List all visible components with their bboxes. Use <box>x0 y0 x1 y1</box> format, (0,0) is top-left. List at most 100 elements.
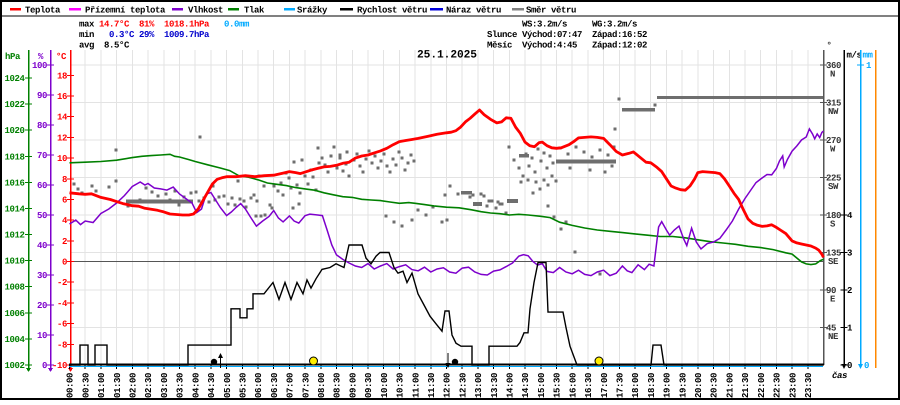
svg-text:18:00: 18:00 <box>631 373 641 398</box>
svg-text:16:30: 16:30 <box>584 373 594 398</box>
svg-text:2: 2 <box>62 237 67 247</box>
svg-text:%: % <box>38 52 44 62</box>
svg-text:09:30: 09:30 <box>364 373 374 398</box>
svg-text:40: 40 <box>37 241 47 251</box>
svg-text:22:30: 22:30 <box>773 373 783 398</box>
svg-text:01:30: 01:30 <box>113 373 123 398</box>
svg-text:21:30: 21:30 <box>741 373 751 398</box>
svg-text:0: 0 <box>847 361 852 371</box>
svg-text:180: 180 <box>826 211 841 221</box>
svg-text:max: max <box>79 20 95 30</box>
svg-text:315: 315 <box>826 99 841 109</box>
svg-text:WS:3.2m/s: WS:3.2m/s <box>522 20 567 30</box>
svg-text:14:30: 14:30 <box>521 373 531 398</box>
svg-text:NW: NW <box>828 107 839 117</box>
svg-text:avg: avg <box>79 41 94 51</box>
svg-text:Západ:16:52: Západ:16:52 <box>592 30 647 40</box>
svg-text:15:00: 15:00 <box>537 373 547 398</box>
svg-text:08:30: 08:30 <box>333 373 343 398</box>
svg-text:14: 14 <box>57 113 68 123</box>
svg-text:05:00: 05:00 <box>223 373 233 398</box>
svg-text:1018: 1018 <box>4 152 24 162</box>
svg-text:07:00: 07:00 <box>286 373 296 398</box>
svg-text:Náraz větru: Náraz větru <box>446 6 501 16</box>
svg-text:1012: 1012 <box>4 231 24 241</box>
svg-text:E: E <box>830 295 836 305</box>
svg-text:Přízemní teplota: Přízemní teplota <box>85 6 166 16</box>
svg-text:90: 90 <box>37 91 47 101</box>
svg-text:Východ:4:45: Východ:4:45 <box>522 41 577 51</box>
svg-text:03:00: 03:00 <box>160 373 170 398</box>
svg-text:23:30: 23:30 <box>804 373 814 398</box>
svg-text:17:00: 17:00 <box>600 373 610 398</box>
svg-text:360: 360 <box>826 61 841 71</box>
svg-text:8.5°C: 8.5°C <box>104 41 130 51</box>
svg-text:1002: 1002 <box>4 361 24 371</box>
svg-text:S: S <box>830 220 836 230</box>
svg-text:čas: čas <box>832 371 847 381</box>
svg-text:20: 20 <box>37 301 47 311</box>
svg-text:°: ° <box>827 41 832 51</box>
svg-text:225: 225 <box>826 174 841 184</box>
svg-text:14.7°C: 14.7°C <box>99 20 130 30</box>
svg-text:Vlhkost: Vlhkost <box>188 6 223 16</box>
svg-text:70: 70 <box>37 151 47 161</box>
svg-text:02:30: 02:30 <box>144 373 154 398</box>
svg-text:1004: 1004 <box>4 335 25 345</box>
svg-text:-4: -4 <box>57 299 68 309</box>
svg-text:13:30: 13:30 <box>490 373 500 398</box>
svg-text:10: 10 <box>37 331 47 341</box>
svg-text:2: 2 <box>847 286 852 296</box>
svg-text:1: 1 <box>866 61 872 71</box>
svg-text:20:30: 20:30 <box>710 373 720 398</box>
svg-text:100: 100 <box>32 61 47 71</box>
svg-text:1022: 1022 <box>4 100 24 110</box>
svg-text:12: 12 <box>57 133 67 143</box>
svg-text:16:00: 16:00 <box>568 373 578 398</box>
svg-text:07:30: 07:30 <box>301 373 311 398</box>
svg-text:3: 3 <box>847 249 852 259</box>
svg-text:19:00: 19:00 <box>663 373 673 398</box>
svg-text:4: 4 <box>62 216 68 226</box>
svg-text:18: 18 <box>57 71 67 81</box>
svg-text:12:00: 12:00 <box>443 373 453 398</box>
svg-text:Rychlost větru: Rychlost větru <box>357 6 427 16</box>
svg-text:90: 90 <box>826 286 836 296</box>
svg-text:0: 0 <box>62 258 67 268</box>
svg-text:-2: -2 <box>57 278 67 288</box>
svg-text:1006: 1006 <box>4 309 24 319</box>
svg-text:80: 80 <box>37 121 47 131</box>
svg-text:-10: -10 <box>52 361 67 371</box>
svg-text:1016: 1016 <box>4 178 24 188</box>
svg-text:16: 16 <box>57 92 67 102</box>
svg-text:N: N <box>830 70 835 80</box>
svg-text:8: 8 <box>62 175 67 185</box>
svg-text:10: 10 <box>57 154 67 164</box>
svg-text:21:00: 21:00 <box>726 373 736 398</box>
svg-text:SE: SE <box>828 257 839 267</box>
svg-text:00:30: 00:30 <box>81 373 91 398</box>
svg-text:m/s: m/s <box>847 51 862 61</box>
svg-text:0: 0 <box>42 361 47 371</box>
svg-text:Měsíc: Měsíc <box>487 41 512 51</box>
svg-text:mm: mm <box>863 51 874 61</box>
svg-text:1014: 1014 <box>4 205 25 215</box>
svg-text:Směr větru: Směr větru <box>526 6 576 16</box>
svg-text:09:00: 09:00 <box>349 373 359 398</box>
svg-text:29%: 29% <box>139 30 155 40</box>
svg-text:15:30: 15:30 <box>553 373 563 398</box>
svg-text:30: 30 <box>37 271 47 281</box>
svg-text:04:00: 04:00 <box>191 373 201 398</box>
svg-text:50: 50 <box>37 211 47 221</box>
svg-text:0: 0 <box>864 361 869 371</box>
svg-text:Západ:12:02: Západ:12:02 <box>592 41 647 51</box>
svg-text:12:30: 12:30 <box>458 373 468 398</box>
svg-text:135: 135 <box>826 249 841 259</box>
svg-text:06:30: 06:30 <box>270 373 280 398</box>
svg-text:Srážky: Srážky <box>297 6 328 16</box>
svg-text:WG:3.2m/s: WG:3.2m/s <box>592 20 637 30</box>
svg-text:05:30: 05:30 <box>239 373 249 398</box>
svg-text:60: 60 <box>37 181 47 191</box>
svg-text:Slunce: Slunce <box>487 30 517 40</box>
svg-text:81%: 81% <box>139 20 155 30</box>
